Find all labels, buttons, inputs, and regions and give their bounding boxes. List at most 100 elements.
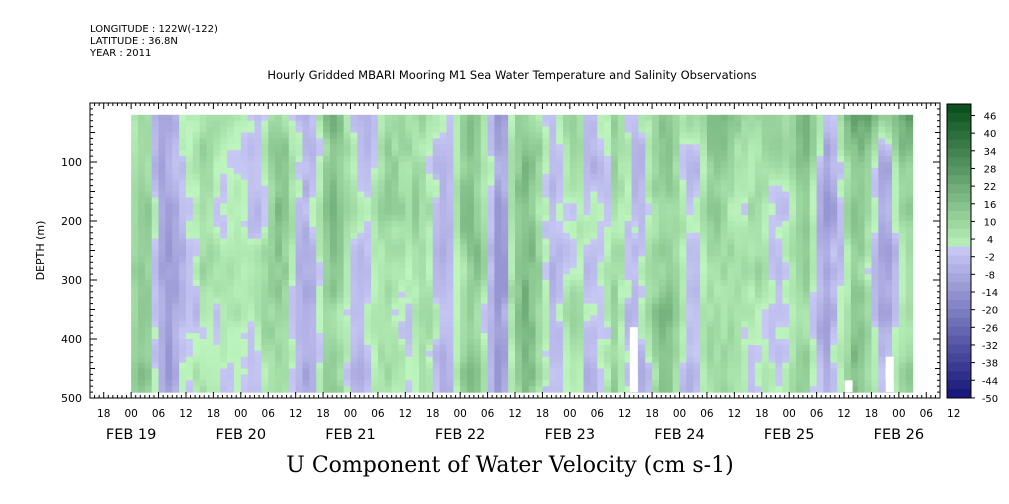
heatmap-cell [343, 368, 352, 375]
heatmap-cell [775, 356, 783, 364]
heatmap-cell [261, 327, 269, 334]
heatmap-cell [432, 327, 441, 334]
heatmap-cell [528, 203, 537, 210]
heatmap-cell [377, 321, 386, 328]
heatmap-cell [754, 256, 763, 263]
heatmap-cell [419, 368, 427, 375]
heatmap-cell [809, 250, 818, 257]
heatmap-cell [405, 232, 413, 240]
heatmap-cell [473, 386, 482, 393]
heatmap-cell [151, 303, 160, 311]
heatmap-cell [343, 120, 352, 128]
heatmap-cell [288, 297, 297, 305]
heatmap-cell [569, 303, 578, 311]
heatmap-cell [672, 114, 681, 122]
heatmap-cell [768, 380, 777, 387]
heatmap-cell [460, 244, 468, 252]
heatmap-cell [453, 232, 461, 240]
heatmap-cell [748, 368, 756, 375]
heatmap-cell [672, 321, 681, 328]
heatmap-cell [254, 179, 262, 187]
heatmap-cell [576, 315, 585, 322]
heatmap-cell [569, 120, 578, 128]
heatmap-cell [802, 221, 811, 228]
heatmap-cell [364, 386, 372, 393]
heatmap-cell [357, 374, 365, 381]
heatmap-cell [172, 191, 180, 198]
heatmap-cell [398, 162, 406, 169]
heatmap-cell [268, 262, 276, 269]
heatmap-cell [850, 321, 859, 328]
heatmap-cell [823, 333, 831, 340]
heatmap-cell [775, 144, 783, 151]
heatmap-cell [494, 120, 502, 128]
heatmap-cell [617, 215, 626, 222]
heatmap-cell [357, 120, 365, 128]
chart-title: Hourly Gridded MBARI Mooring M1 Sea Wate… [267, 68, 757, 82]
heatmap-cell [837, 315, 845, 322]
heatmap-cell [350, 144, 358, 151]
heatmap-cell [515, 238, 523, 246]
heatmap-cell [610, 179, 619, 187]
heatmap-cell [220, 167, 228, 175]
heatmap-cell [371, 303, 379, 311]
heatmap-cell [412, 256, 420, 263]
heatmap-cell [816, 285, 825, 293]
heatmap-cell [782, 197, 790, 204]
heatmap-cell [706, 120, 715, 128]
heatmap-cell [802, 250, 811, 257]
heatmap-cell [384, 356, 393, 364]
heatmap-cell [562, 114, 571, 122]
heatmap-cell [501, 309, 509, 316]
heatmap-cell [467, 362, 475, 370]
heatmap-cell [391, 114, 400, 122]
heatmap-cell [316, 368, 324, 375]
heatmap-cell [240, 179, 249, 187]
heatmap-cell [384, 162, 393, 169]
heatmap-cell [206, 356, 214, 364]
heatmap-cell [357, 274, 365, 281]
heatmap-cell [597, 215, 605, 222]
heatmap-cell [227, 232, 235, 240]
heatmap-cell [275, 262, 283, 269]
heatmap-cell [549, 244, 557, 252]
heatmap-cell [247, 197, 256, 204]
heatmap-cell [631, 173, 639, 181]
heatmap-cell [624, 256, 633, 263]
heatmap-cell [508, 362, 516, 370]
heatmap-cell [144, 285, 153, 293]
heatmap-cell [528, 197, 537, 204]
heatmap-cell [391, 356, 400, 364]
heatmap-cell [432, 333, 441, 340]
heatmap-cell [460, 179, 468, 187]
heatmap-cell [158, 132, 166, 139]
heatmap-cell [645, 238, 653, 246]
heatmap-cell [528, 374, 537, 381]
heatmap-cell [487, 339, 496, 346]
heatmap-cell [137, 144, 146, 151]
heatmap-cell [693, 327, 701, 334]
heatmap-cell [302, 256, 310, 263]
heatmap-cell [562, 297, 571, 305]
heatmap-cell [487, 386, 496, 393]
heatmap-cell [432, 191, 441, 198]
heatmap-cell [720, 315, 729, 322]
heatmap-cell [672, 303, 681, 311]
heatmap-cell [281, 285, 290, 293]
heatmap-cell [206, 309, 214, 316]
heatmap-cell [192, 256, 201, 263]
heatmap-cell [179, 132, 187, 139]
heatmap-cell [652, 344, 660, 352]
heatmap-cell [247, 285, 256, 293]
heatmap-cell [748, 350, 756, 358]
heatmap-cell [679, 297, 687, 305]
heatmap-cell [364, 167, 372, 175]
heatmap-cell [425, 350, 434, 358]
heatmap-cell [542, 138, 550, 145]
heatmap-cell [151, 167, 160, 175]
heatmap-cell [521, 162, 530, 169]
heatmap-cell [419, 162, 427, 169]
heatmap-cell [227, 356, 235, 364]
heatmap-cell [686, 339, 694, 346]
heatmap-cell [583, 321, 591, 328]
